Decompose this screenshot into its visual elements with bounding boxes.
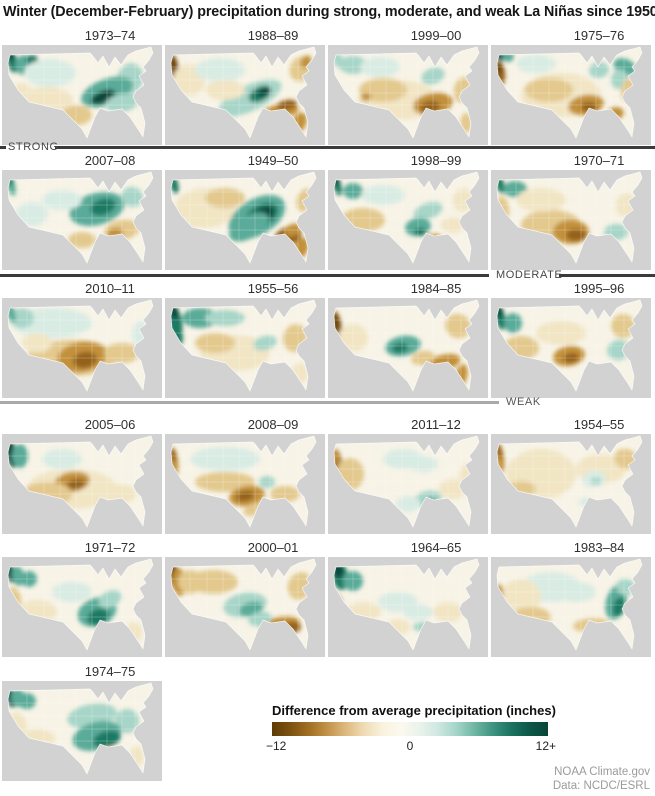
map-tile-1999-00: 1999–00 (328, 28, 488, 145)
divider-strong: STRONG (0, 141, 655, 153)
map-year-label: 1998–99 (410, 153, 462, 168)
us-map (491, 298, 651, 398)
map-year-label: 1995–96 (573, 281, 625, 296)
map-tile-2011-12: 2011–12 (328, 417, 488, 534)
map-year-label: 1983–84 (573, 540, 625, 555)
us-map (2, 45, 162, 145)
map-tile-1995-96: 1995–96 (491, 281, 651, 398)
legend-ticks: −12 0 12+ (266, 739, 556, 753)
map-tile-1955-56: 1955–56 (165, 281, 325, 398)
us-map (2, 681, 162, 781)
map-tile-1970-71: 1970–71 (491, 153, 651, 270)
legend: Difference from average precipitation (i… (266, 703, 556, 753)
map-tile-1984-85: 1984–85 (328, 281, 488, 398)
divider-line (0, 146, 6, 149)
legend-colorbar (272, 722, 548, 736)
us-map (165, 170, 325, 270)
map-year-label: 2007–08 (84, 153, 136, 168)
legend-tick-zero: 0 (406, 739, 414, 753)
divider-line (0, 401, 499, 404)
map-year-label: 1954–55 (573, 417, 625, 432)
us-map (2, 170, 162, 270)
map-year-label: 1971–72 (84, 540, 136, 555)
map-tile-1975-76: 1975–76 (491, 28, 651, 145)
map-year-label: 1974–75 (84, 664, 136, 679)
legend-tick-min: −12 (266, 739, 287, 753)
divider-line (55, 146, 655, 149)
figure-title: Winter (December-February) precipitation… (3, 4, 655, 20)
map-tile-2005-06: 2005–06 (2, 417, 162, 534)
us-map (328, 434, 488, 534)
map-year-label: 2008–09 (247, 417, 299, 432)
map-year-label: 2000–01 (247, 540, 299, 555)
credits: NOAA Climate.gov Data: NCDC/ESRL (553, 766, 650, 793)
map-year-label: 1988–89 (247, 28, 299, 43)
group-label-weak: WEAK (506, 396, 541, 408)
map-year-label: 1955–56 (247, 281, 299, 296)
us-map (2, 434, 162, 534)
group-label-moderate: MODERATE (496, 269, 563, 281)
map-tile-2010-11: 2010–11 (2, 281, 162, 398)
map-tile-1998-99: 1998–99 (328, 153, 488, 270)
map-tile-1971-72: 1971–72 (2, 540, 162, 657)
map-year-label: 2010–11 (85, 281, 135, 296)
us-map (165, 45, 325, 145)
us-map (328, 45, 488, 145)
us-map (2, 557, 162, 657)
map-tile-1983-84: 1983–84 (491, 540, 651, 657)
us-map (328, 298, 488, 398)
group-label-strong: STRONG (8, 141, 59, 153)
map-year-label: 1975–76 (573, 28, 625, 43)
us-map (165, 298, 325, 398)
map-tile-1973-74: 1973–74 (2, 28, 162, 145)
credit-data: Data: NCDC/ESRL (552, 779, 650, 792)
credit-source: NOAA Climate.gov (554, 766, 650, 778)
map-year-label: 1973–74 (84, 28, 136, 43)
map-year-label: 1949–50 (247, 153, 299, 168)
us-map (328, 557, 488, 657)
map-tile-1988-89: 1988–89 (165, 28, 325, 145)
map-year-label: 1970–71 (573, 153, 625, 168)
legend-tick-max: 12+ (535, 739, 556, 753)
us-map (491, 434, 651, 534)
divider-weak: WEAK (0, 396, 655, 408)
us-map (2, 298, 162, 398)
map-tile-1949-50: 1949–50 (165, 153, 325, 270)
map-year-label: 1999–00 (410, 28, 462, 43)
map-year-label: 1984–85 (410, 281, 462, 296)
us-map (328, 170, 488, 270)
map-tile-2007-08: 2007–08 (2, 153, 162, 270)
divider-moderate: MODERATE (0, 269, 655, 281)
divider-line (559, 274, 655, 277)
us-map (491, 45, 651, 145)
map-tile-1964-65: 1964–65 (328, 540, 488, 657)
map-year-label: 2005–06 (84, 417, 136, 432)
map-year-label: 2011–12 (411, 417, 461, 432)
legend-title: Difference from average precipitation (i… (272, 703, 556, 718)
map-year-label: 1964–65 (410, 540, 462, 555)
map-tile-1974-75: 1974–75 (2, 664, 162, 781)
map-tile-2008-09: 2008–09 (165, 417, 325, 534)
us-map (491, 170, 651, 270)
us-map (165, 557, 325, 657)
divider-line (0, 274, 489, 277)
map-tile-1954-55: 1954–55 (491, 417, 651, 534)
us-map (165, 434, 325, 534)
us-map (491, 557, 651, 657)
map-tile-2000-01: 2000–01 (165, 540, 325, 657)
